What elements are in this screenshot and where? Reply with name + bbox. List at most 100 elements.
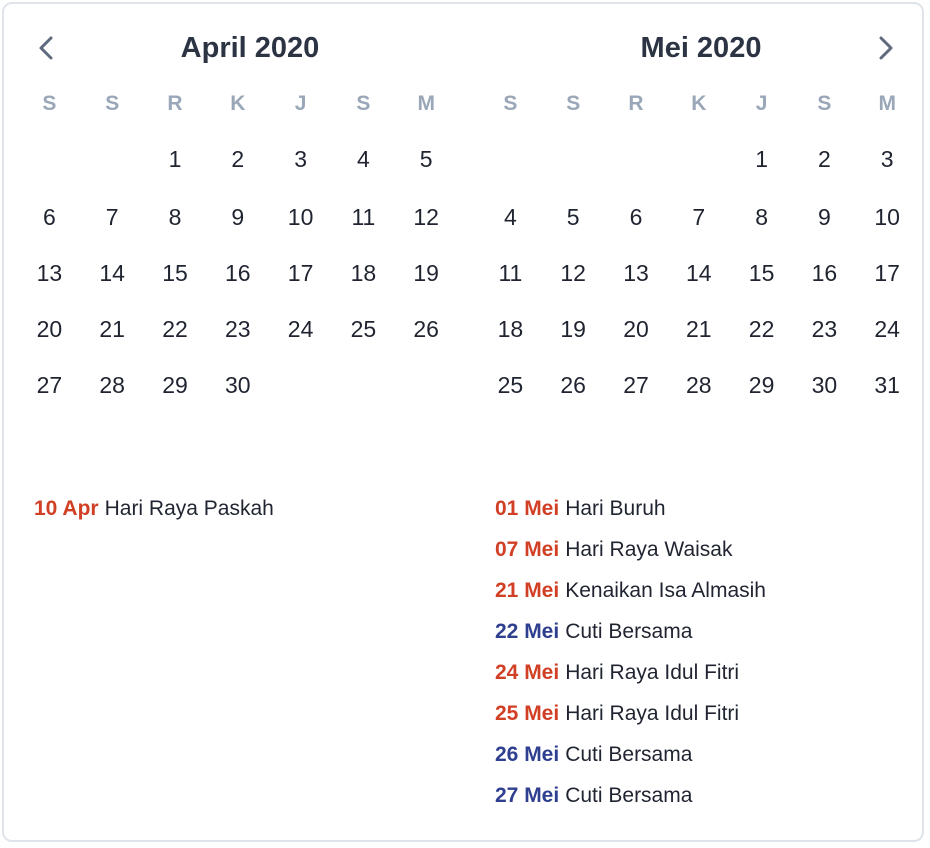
holiday-name: Kenaikan Isa Almasih <box>565 579 766 602</box>
day-cell[interactable]: 22 <box>162 316 188 342</box>
day-cell[interactable]: 11 <box>498 260 523 286</box>
holiday-name: Cuti Bersama <box>565 743 693 766</box>
day-cell[interactable]: 27 <box>36 372 63 398</box>
day-cell[interactable]: 5 <box>566 204 580 230</box>
month-title: April 2020 <box>180 32 320 64</box>
holiday-name: Hari Buruh <box>565 497 666 520</box>
day-cell[interactable]: 15 <box>748 260 775 286</box>
holiday-name: Cuti Bersama <box>565 784 693 807</box>
day-cell[interactable]: 22 <box>748 316 775 342</box>
day-cell[interactable]: 18 <box>497 316 524 342</box>
holiday-item: 10 Apr Hari Raya Paskah <box>34 488 274 529</box>
holiday-item: 25 Mei Hari Raya Idul Fitri <box>495 693 766 734</box>
chevron-right-icon <box>879 36 893 60</box>
day-cell[interactable]: 18 <box>350 260 377 286</box>
day-cell[interactable]: 10 <box>287 204 314 230</box>
weekday-label: S <box>503 92 518 115</box>
day-cell[interactable]: 21 <box>685 316 712 342</box>
holiday-date: 24 Mei <box>495 661 560 684</box>
day-cell[interactable]: 16 <box>224 260 251 286</box>
chevron-left-icon <box>39 36 53 60</box>
holiday-date: 27 Mei <box>495 784 560 807</box>
holiday-date: 21 Mei <box>495 579 560 602</box>
holiday-name: Cuti Bersama <box>565 620 693 643</box>
day-cell[interactable]: 20 <box>36 316 63 342</box>
holiday-name: Hari Raya Paskah <box>104 497 274 520</box>
day-cell[interactable]: 27 <box>623 372 649 398</box>
day-cell[interactable]: 30 <box>811 372 838 398</box>
day-cell[interactable]: 2 <box>231 146 245 172</box>
day-cell[interactable]: 3 <box>294 146 307 172</box>
day-cell[interactable]: 28 <box>685 372 712 398</box>
week-row: 25 26 27 28 29 30 31 <box>479 365 919 405</box>
day-cell[interactable]: 2 <box>818 146 831 172</box>
week-row: 13 14 15 16 17 18 19 <box>18 253 458 293</box>
day-cell[interactable]: 19 <box>413 260 439 286</box>
day-cell[interactable]: 9 <box>231 204 245 230</box>
day-cell[interactable]: 5 <box>419 146 433 172</box>
day-cell[interactable]: 24 <box>874 316 900 342</box>
day-cell[interactable]: 14 <box>99 260 125 286</box>
day-cell[interactable]: 24 <box>287 316 314 342</box>
week-row: 18 19 20 21 22 23 24 <box>479 309 919 349</box>
day-cell[interactable]: 29 <box>162 372 188 398</box>
weekday-label: S <box>105 92 120 115</box>
day-cell[interactable]: 12 <box>413 204 439 230</box>
holiday-name: Hari Raya Waisak <box>565 538 733 561</box>
day-cell[interactable]: 1 <box>168 146 182 172</box>
day-cell[interactable]: 20 <box>623 316 649 342</box>
month-title: Mei 2020 <box>640 32 762 64</box>
week-row: 6 7 8 9 10 11 12 <box>18 197 458 237</box>
day-cell[interactable]: 17 <box>874 260 900 286</box>
day-cell[interactable]: 15 <box>162 260 188 286</box>
day-cell[interactable]: 12 <box>560 260 586 286</box>
day-cell[interactable]: 1 <box>755 146 768 172</box>
day-cell[interactable]: 10 <box>874 204 900 230</box>
day-cell[interactable]: 7 <box>105 204 119 230</box>
week-row: 11 12 13 14 15 16 17 <box>479 253 919 293</box>
day-cell[interactable]: 31 <box>874 372 900 398</box>
day-cell[interactable]: 17 <box>287 260 314 286</box>
day-cell[interactable]: 7 <box>692 204 706 230</box>
day-cell[interactable]: 14 <box>685 260 712 286</box>
day-cell[interactable]: 26 <box>413 316 439 342</box>
day-cell[interactable]: 16 <box>811 260 838 286</box>
day-cell[interactable]: 13 <box>623 260 649 286</box>
holiday-item: 27 Mei Cuti Bersama <box>495 775 766 816</box>
holiday-item: 07 Mei Hari Raya Waisak <box>495 529 766 570</box>
day-cell[interactable]: 21 <box>99 316 125 342</box>
day-cell[interactable]: 8 <box>168 204 182 230</box>
day-cell[interactable]: 23 <box>224 316 251 342</box>
holiday-item: 22 Mei Cuti Bersama <box>495 611 766 652</box>
day-cell[interactable]: 11 <box>351 204 376 230</box>
day-cell[interactable]: 26 <box>560 372 586 398</box>
day-cell[interactable]: 6 <box>43 204 56 230</box>
weekday-label: S <box>356 92 371 115</box>
day-cell[interactable]: 8 <box>755 204 768 230</box>
day-cell[interactable]: 3 <box>880 146 894 172</box>
weekday-label: J <box>755 92 768 115</box>
day-cell[interactable]: 25 <box>497 372 524 398</box>
next-month-button[interactable] <box>868 30 904 66</box>
day-cell[interactable]: 4 <box>504 204 517 230</box>
holiday-item: 21 Mei Kenaikan Isa Almasih <box>495 570 766 611</box>
day-cell[interactable]: 9 <box>818 204 831 230</box>
day-cell[interactable]: 23 <box>811 316 838 342</box>
day-cell[interactable]: 30 <box>224 372 251 398</box>
week-row: 20 21 22 23 24 25 26 <box>18 309 458 349</box>
day-cell[interactable]: 19 <box>560 316 586 342</box>
day-cell[interactable]: 13 <box>36 260 63 286</box>
prev-month-button[interactable] <box>30 30 66 66</box>
day-cell[interactable]: 6 <box>629 204 643 230</box>
day-cell[interactable]: 28 <box>99 372 125 398</box>
week-row: 4 5 6 7 8 9 10 <box>479 197 919 237</box>
day-cell[interactable]: 25 <box>350 316 377 342</box>
holiday-date: 07 Mei <box>495 538 560 561</box>
weekday-header-row: S S R K J S M <box>18 84 458 124</box>
weekday-label: S <box>817 92 832 115</box>
weekday-label: R <box>628 92 644 115</box>
day-cell[interactable]: 29 <box>748 372 775 398</box>
holiday-item: 24 Mei Hari Raya Idul Fitri <box>495 652 766 693</box>
day-cell[interactable]: 4 <box>357 146 370 172</box>
